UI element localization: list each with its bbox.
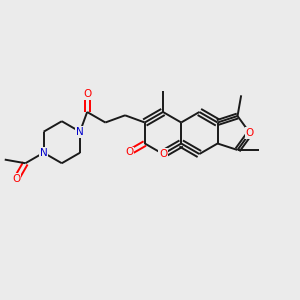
Text: O: O (125, 147, 134, 158)
Text: O: O (246, 128, 254, 138)
Text: O: O (83, 89, 91, 99)
Text: N: N (76, 127, 84, 137)
Text: O: O (159, 149, 167, 159)
Text: N: N (40, 148, 47, 158)
Text: O: O (12, 174, 21, 184)
